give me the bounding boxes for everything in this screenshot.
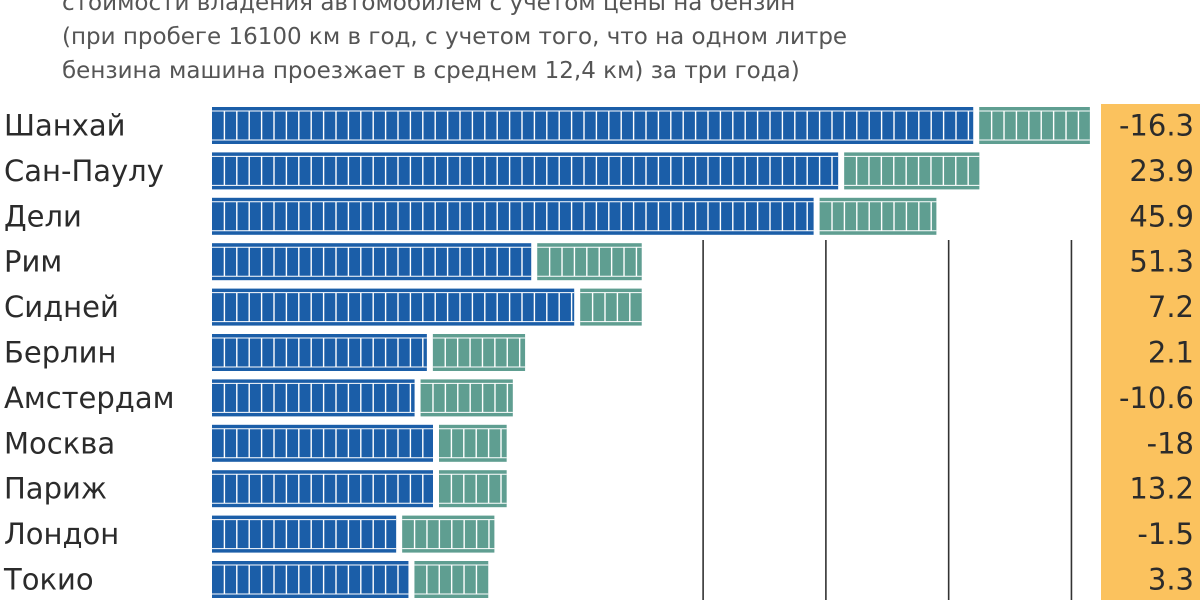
bar-series2-6 <box>420 379 513 417</box>
city-label-5: Берлин <box>4 336 117 370</box>
bar-series1-1-fill <box>212 152 839 190</box>
city-label-10: Токио <box>3 563 94 597</box>
change-value-2: 45.9 <box>1129 199 1194 233</box>
bar-series1-0 <box>212 107 974 144</box>
bar-series2-8-fill <box>439 470 507 508</box>
bar-series1-5-fill <box>212 334 427 371</box>
change-value-9: -1.5 <box>1137 517 1194 551</box>
bars-layer <box>212 107 1090 598</box>
bar-series2-9-fill <box>402 515 495 553</box>
change-value-10: 3.3 <box>1148 563 1194 597</box>
bar-series1-7 <box>212 424 433 462</box>
bar-series1-10 <box>212 561 409 598</box>
bar-series1-4 <box>212 288 575 326</box>
bar-series1-8-fill <box>212 470 433 508</box>
city-label-0: Шанхай <box>4 109 126 143</box>
bar-series2-7 <box>439 424 507 462</box>
bar-series1-0-fill <box>212 107 974 144</box>
bar-series2-7-fill <box>439 424 507 462</box>
bar-series2-9 <box>402 515 495 553</box>
city-label-8: Париж <box>4 472 107 506</box>
bar-series1-5 <box>212 334 427 371</box>
bar-series2-10 <box>414 561 489 598</box>
city-label-3: Рим <box>4 245 62 279</box>
bar-series1-10-fill <box>212 561 409 598</box>
change-value-5: 2.1 <box>1148 336 1194 370</box>
bar-series2-6-fill <box>420 379 513 417</box>
city-label-2: Дели <box>4 199 82 233</box>
caption-line-3: бензина машина проезжает в среднем 12,4 … <box>62 58 800 84</box>
chart-caption: стоимости владения автомобилем с учетом … <box>62 0 847 88</box>
city-label-1: Сан-Паулу <box>4 154 164 188</box>
bar-series1-9 <box>212 515 397 553</box>
caption-line-2: (при пробеге 16100 км в год, с учетом то… <box>62 24 848 50</box>
bar-series2-2 <box>819 197 937 235</box>
change-value-4: 7.2 <box>1148 290 1194 324</box>
bar-series2-0-fill <box>979 107 1090 144</box>
bar-series2-0 <box>979 107 1090 144</box>
change-value-1: 23.9 <box>1129 154 1194 188</box>
labels-layer: Шанхай -16.3 Сан-Паулу 23.9 Дели 45.9 Рим 51.3 С… <box>3 109 1194 597</box>
city-label-4: Сидней <box>4 290 119 324</box>
bar-series1-8 <box>212 470 433 508</box>
bar-series1-4-fill <box>212 288 575 326</box>
bar-series1-3-fill <box>212 243 532 281</box>
city-label-7: Москва <box>4 426 115 460</box>
bar-series1-3 <box>212 243 532 281</box>
bar-series2-8 <box>439 470 507 508</box>
bar-series2-4-fill <box>580 288 642 326</box>
change-column-background <box>1101 104 1200 600</box>
bar-series2-3-fill <box>537 243 642 281</box>
change-value-3: 51.3 <box>1129 245 1194 279</box>
bar-series1-6 <box>212 379 415 417</box>
bar-series1-1 <box>212 152 839 190</box>
bar-series2-5 <box>432 334 526 371</box>
change-value-0: -16.3 <box>1119 109 1194 143</box>
city-label-6: Амстердам <box>4 381 175 415</box>
bar-series2-4 <box>580 288 642 326</box>
city-label-9: Лондон <box>4 517 119 551</box>
bar-series2-1-fill <box>844 152 980 190</box>
bar-series1-2 <box>212 197 814 235</box>
bar-series2-3 <box>537 243 642 281</box>
bar-series1-7-fill <box>212 424 433 462</box>
change-value-8: 13.2 <box>1129 472 1194 506</box>
bar-series1-6-fill <box>212 379 415 417</box>
grid-layer <box>702 240 1073 600</box>
bar-series1-9-fill <box>212 515 397 553</box>
bar-series2-2-fill <box>819 197 937 235</box>
caption-line-1: стоимости владения автомобилем с учетом … <box>62 0 796 16</box>
bar-series2-5-fill <box>432 334 526 371</box>
bar-series1-2-fill <box>212 197 814 235</box>
change-value-6: -10.6 <box>1119 381 1194 415</box>
change-value-7: -18 <box>1147 426 1194 460</box>
bar-series2-1 <box>844 152 980 190</box>
